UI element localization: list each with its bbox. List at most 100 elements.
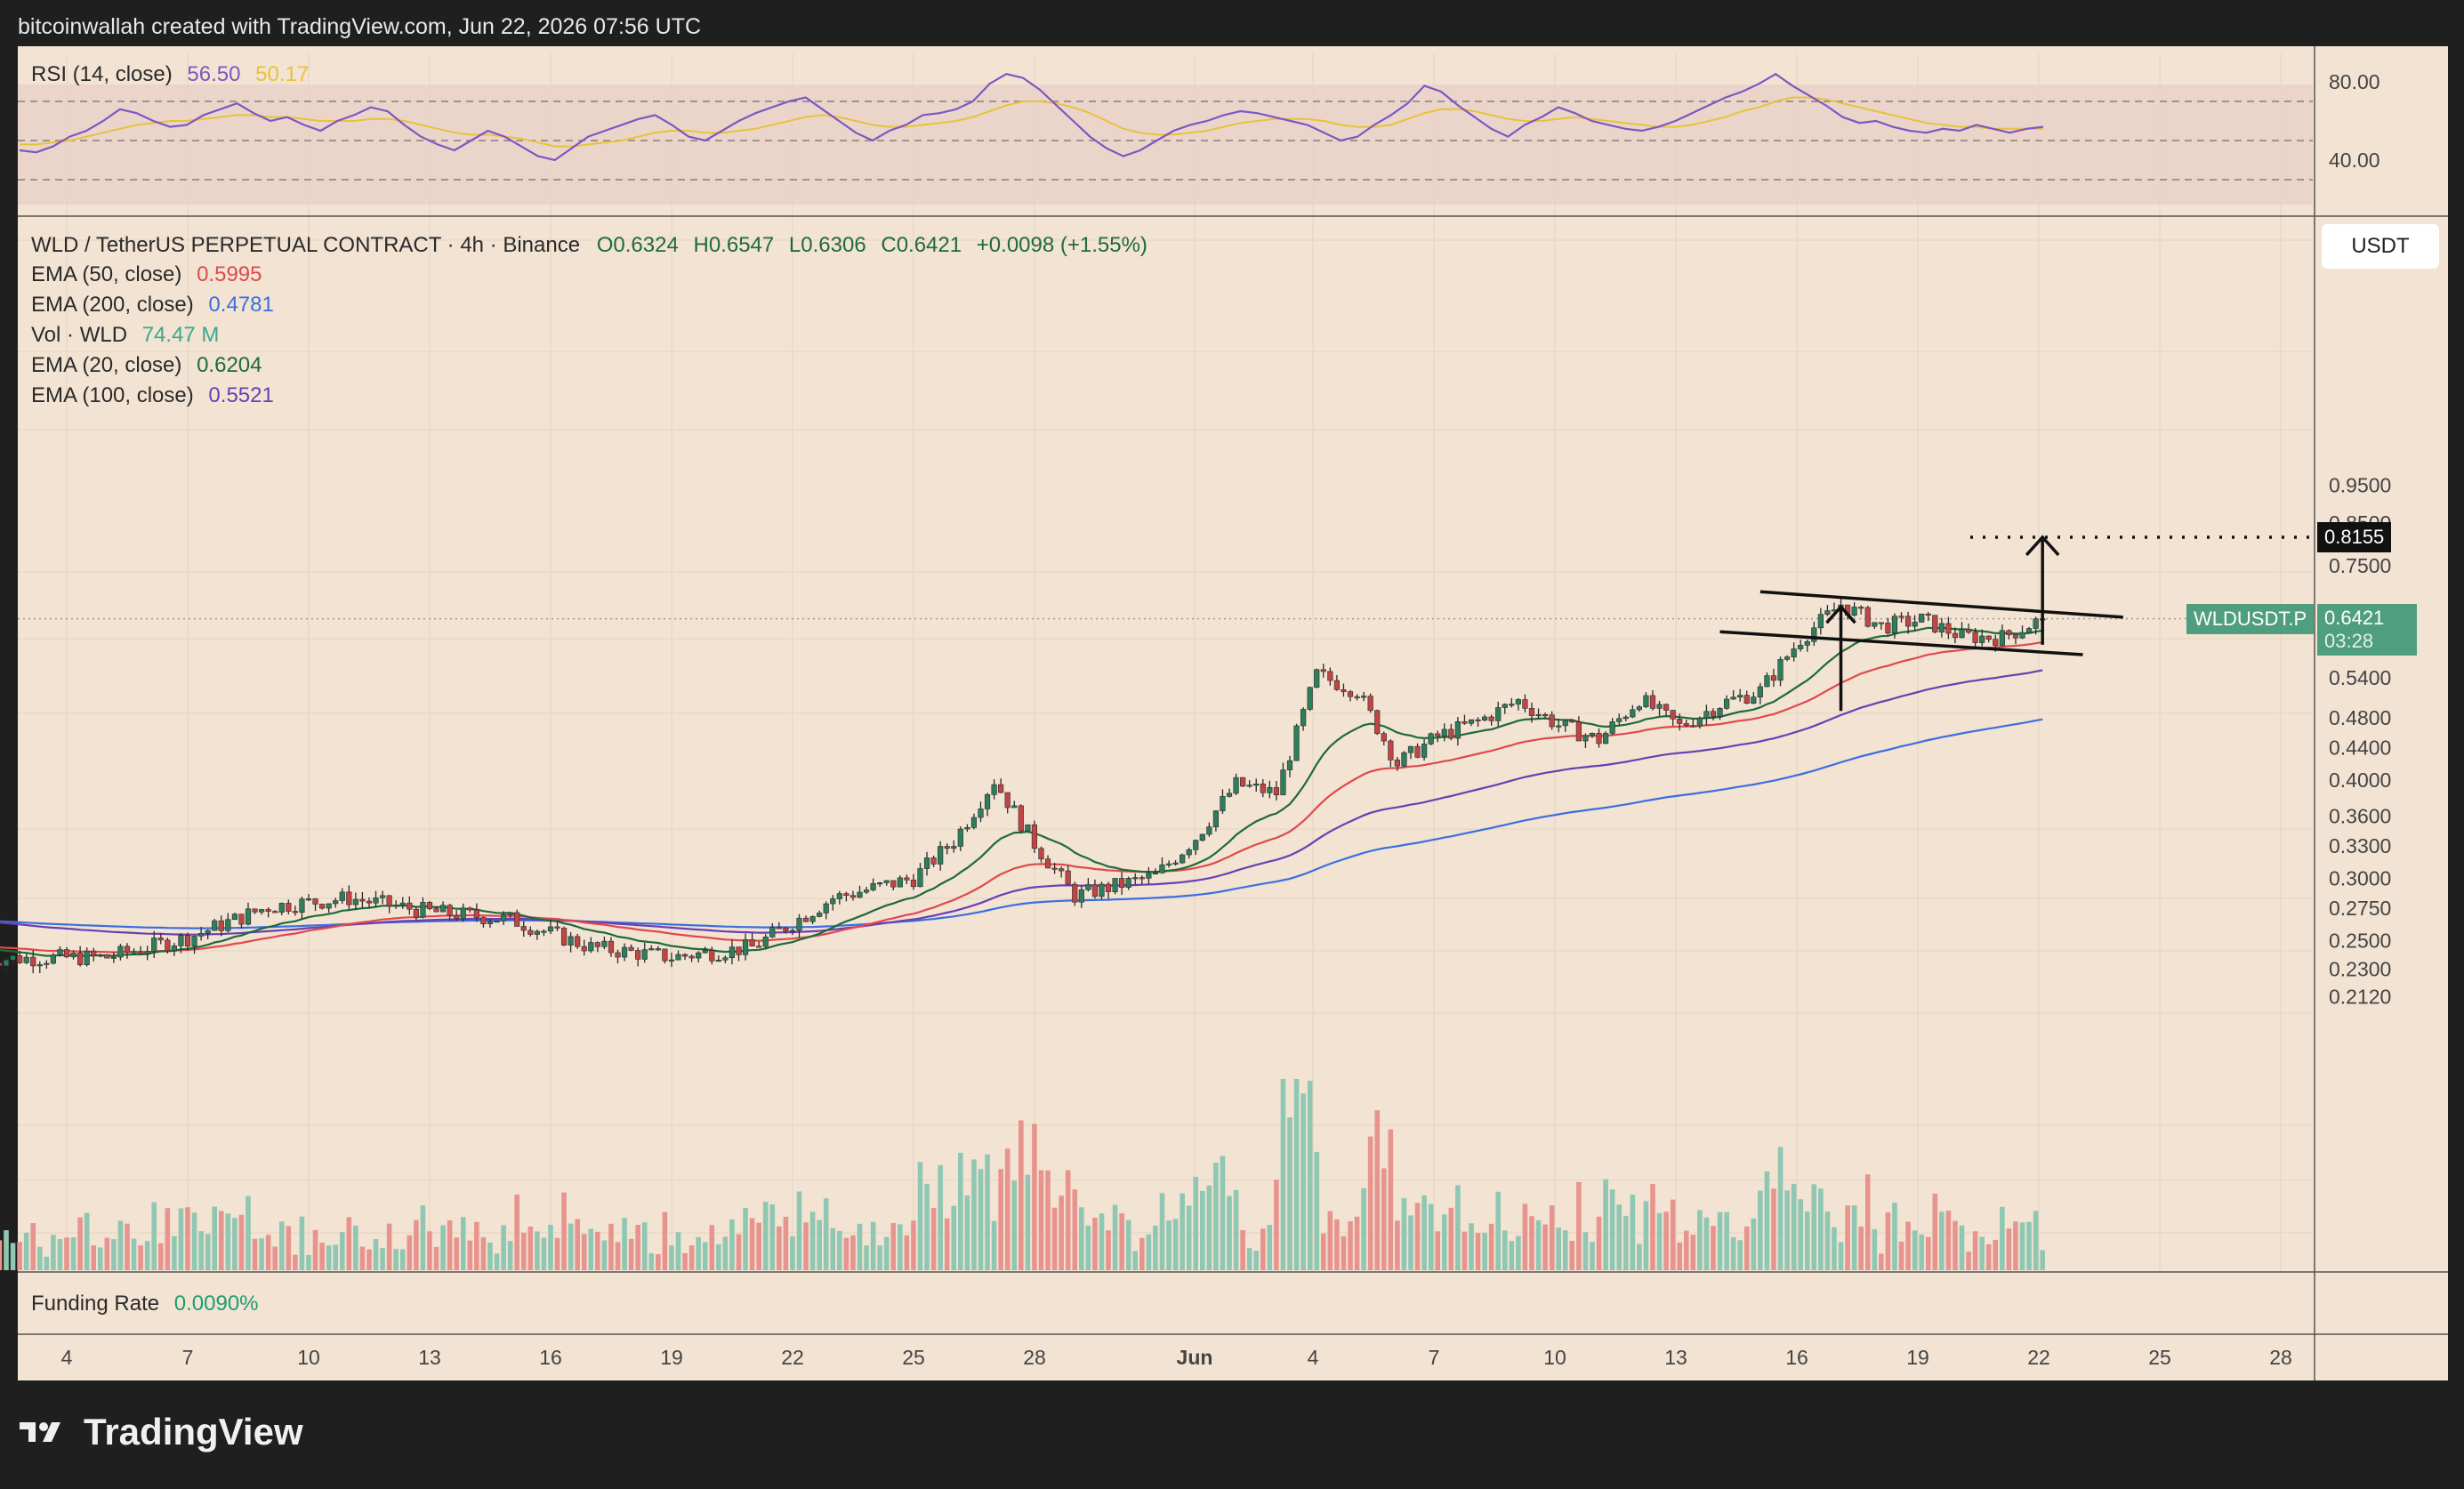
candle [641,949,648,960]
pattern-drawings [1719,535,2313,712]
legend-ema200[interactable]: EMA (200, close) 0.4781 [31,293,274,318]
candle [205,930,211,934]
volume-bar [1582,1232,1589,1270]
legend-ema100[interactable]: EMA (100, close) 0.5521 [31,383,274,408]
candle [1609,721,1615,734]
candle [1515,699,1521,704]
candle [1327,671,1333,681]
candle [514,912,520,927]
volume-bar [1925,1236,1931,1270]
symbol-legend[interactable]: WLD / TetherUS PERPETUAL CONTRACT · 4h ·… [31,233,1147,258]
volume-bar [1025,1174,1031,1270]
volume-bar [440,1225,446,1270]
candle [1798,645,1804,649]
volume-bar [205,1234,211,1270]
volume-bar [138,1245,143,1270]
volume-bar [1186,1205,1192,1270]
candle [1220,796,1226,811]
volume-bar [1287,1117,1292,1270]
volume-bar [293,1254,298,1270]
candle [439,905,447,913]
candle [547,926,554,932]
candle [460,907,466,920]
candle [117,946,124,958]
symbol-tag: WLDUSDT.P [2186,603,2315,634]
volume-bar [1623,1215,1629,1270]
volume-bar [1293,1079,1300,1270]
candle [1367,696,1373,712]
volume-bar [1401,1198,1407,1270]
legend-ema20[interactable]: EMA (20, close) 0.6204 [31,353,262,378]
time-tick-label: 22 [781,1346,804,1369]
candle [722,957,729,961]
volume-bar [1348,1220,1353,1270]
volume-bar [326,1245,332,1270]
candle [1751,696,1757,704]
volume-bar [1851,1205,1857,1270]
volume-bar [870,1221,876,1270]
price-tick-label: 0.2300 [2329,957,2391,980]
volume-bar [1945,1211,1952,1270]
candle [696,952,702,959]
volume-bar [91,1245,97,1270]
volume-bar [1159,1193,1165,1270]
legend-name: EMA (20, close) [31,353,182,377]
candle [857,891,863,898]
time-tick-label: 13 [1664,1346,1687,1369]
time-axis-ticks: 4 7 10 13 16 19 22 25 28 Jun 4 7 10 13 16 19 22 25 28 [61,1346,2292,1369]
candle [480,917,487,925]
time-tick-label: 16 [1785,1346,1808,1369]
candle [1710,711,1717,717]
volume-bar [1953,1220,1958,1270]
volume-bar [1535,1219,1542,1270]
candle [1677,719,1683,724]
candle [1575,721,1582,742]
volume-bar [1703,1217,1710,1270]
volume-bar [588,1228,594,1270]
volume-bar [1019,1120,1024,1270]
candle [1535,714,1542,717]
time-tick-label: 7 [182,1346,194,1369]
volume-bar [688,1245,695,1270]
tradingview-logo[interactable]: TradingView [20,1411,303,1453]
volume-bar [924,1183,930,1270]
candle [1307,687,1313,710]
volume-bar [1919,1234,1924,1270]
candle [17,955,23,963]
volume-bar [1408,1215,1413,1270]
volume-bar [1724,1211,1729,1270]
legend-volume[interactable]: Vol · WLD 74.47 M [31,323,219,348]
candle [1938,623,1945,632]
volume-bar [17,1242,22,1270]
legend-value: 0.5995 [197,262,262,286]
volume-bar [615,1242,621,1270]
volume-bar [1529,1216,1534,1270]
volume-bar [1455,1185,1461,1270]
candle [1804,640,1810,646]
currency-button[interactable]: USDT [2322,224,2439,269]
candle [1018,805,1024,832]
volume-bar [1717,1211,1723,1270]
volume-bar [359,1246,366,1270]
candle [386,895,392,906]
volume-bar [1670,1199,1676,1270]
volume-bar [1502,1230,1508,1270]
candle [1723,698,1730,709]
price-tick-label: 0.4800 [2329,706,2391,729]
volume-bar [864,1245,869,1270]
volume-bar [1112,1204,1118,1270]
candle [191,936,197,947]
volume-bar [1730,1236,1736,1270]
volume-bar [1092,1218,1098,1270]
volume-bar [232,1218,238,1270]
volume-bar [1227,1195,1232,1270]
volume-bar [1784,1190,1790,1270]
volume-bar [1616,1204,1623,1270]
volume-bar [487,1242,493,1270]
legend-ema50[interactable]: EMA (50, close) 0.5995 [31,262,262,287]
volume-bar [1818,1188,1824,1270]
symbol-title: WLD / TetherUS PERPETUAL CONTRACT · 4h ·… [31,233,581,257]
candle [1333,680,1340,690]
volume-bar [729,1219,735,1270]
